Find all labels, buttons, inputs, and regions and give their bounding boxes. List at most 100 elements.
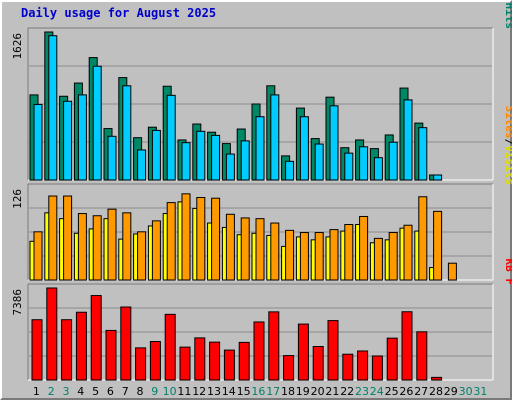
visits-sites-sites-bar [433, 210, 443, 281]
kbytes-kb-f-bar [120, 306, 132, 381]
x-tick-label: 14 [222, 385, 236, 398]
x-tick-label: 13 [207, 385, 221, 398]
kbytes-kb-f-bar [105, 329, 117, 381]
hits-files-files-bar [388, 141, 398, 181]
kbytes-kb-f-bar [75, 311, 87, 381]
hits-files-files-bar [107, 135, 117, 181]
kbytes-kb-f-bar [149, 341, 161, 381]
hits-files-files-bar [433, 174, 443, 181]
hits-files-files-bar [270, 94, 280, 181]
x-tick-label: 22 [340, 385, 354, 398]
visits-sites-sites-bar [299, 232, 309, 281]
x-tick-label: 6 [107, 385, 114, 398]
visits-sites-sites-bar [181, 193, 191, 281]
visits-sites-sites-bar [314, 232, 324, 281]
x-tick-label: 20 [311, 385, 325, 398]
hits-files-legend-entry: Hits [503, 3, 512, 30]
kbytes-kb-f-bar [431, 376, 443, 381]
kbytes-kb-f-bar [46, 287, 58, 381]
kbytes-kb-f-bar [209, 341, 221, 381]
x-tick-label: 8 [137, 385, 144, 398]
kbytes-kb-f-bar [342, 353, 354, 381]
visits-sites-legend-entry: Visits [503, 145, 512, 185]
hits-files-files-bar [240, 140, 250, 181]
visits-sites-sites-bar [373, 237, 383, 281]
hits-files-files-bar [48, 35, 58, 181]
hits-files-files-bar [196, 130, 206, 181]
kbytes-kb-f-bar [371, 355, 383, 381]
kbytes-kb-f-bar [164, 313, 176, 381]
visits-sites-sites-bar [359, 215, 369, 281]
hits-files-files-bar [418, 127, 428, 181]
x-tick-label: 15 [237, 385, 251, 398]
x-tick-label: 29 [444, 385, 458, 398]
kbytes-kb-f-bar [90, 295, 102, 381]
kbytes-kb-f-bar [386, 337, 398, 381]
x-tick-label: 30 [459, 385, 473, 398]
visits-sites-sites-bar [388, 232, 398, 281]
visits-sites-sites-bar [225, 213, 235, 281]
hits-files-files-bar [373, 157, 383, 181]
visits-sites-legend-entry: Sites [503, 106, 512, 139]
x-tick-label: 26 [399, 385, 413, 398]
visits-sites-legend-entry: / [503, 139, 512, 146]
visits-sites-sites-bar [211, 197, 221, 281]
kbytes-kb-f-bar [253, 321, 265, 381]
kbytes-kb-f-bar [268, 311, 280, 381]
visits-sites-sites-bar [48, 195, 58, 281]
kbytes-legend-entry: KB F [503, 259, 512, 286]
x-tick-label: 2 [48, 385, 55, 398]
kbytes-legend: KB F [503, 259, 512, 286]
hits-files-files-bar [314, 143, 324, 181]
visits-sites-sites-bar [63, 195, 73, 281]
visits-sites-sites-bar [447, 262, 457, 281]
x-tick-label: 21 [325, 385, 339, 398]
x-tick-label: 23 [355, 385, 369, 398]
x-tick-label: 10 [163, 385, 177, 398]
visits-sites-sites-bar [418, 196, 428, 281]
x-tick-label: 19 [296, 385, 310, 398]
hits-files-files-bar [63, 100, 73, 181]
kbytes-kb-f-bar [238, 341, 250, 381]
hits-files-files-bar [299, 116, 309, 181]
visits-sites-sites-bar [255, 218, 265, 281]
kbytes-kb-f-bar [312, 345, 324, 381]
visits-sites-sites-bar [196, 196, 206, 281]
hits-files-files-bar [359, 146, 369, 181]
hits-files-files-bar [403, 99, 413, 181]
x-tick-label: 5 [92, 385, 99, 398]
hits-files-files-bar [329, 105, 339, 181]
kbytes-kb-f-bar [357, 350, 369, 381]
x-tick-label: 7 [122, 385, 129, 398]
visits-sites-sites-bar [137, 231, 147, 281]
hits-files-files-bar [225, 153, 235, 181]
kbytes-kb-f-bar [223, 349, 235, 381]
kbytes-ymax-label: 7386 [11, 289, 24, 316]
hits-files-files-bar [285, 160, 295, 181]
hits-files-files-bar [151, 129, 161, 181]
visits-sites-sites-bar [77, 213, 87, 281]
x-tick-label: 31 [473, 385, 487, 398]
x-tick-label: 16 [251, 385, 265, 398]
x-tick-label: 1 [33, 385, 40, 398]
hits-files-files-bar [344, 152, 354, 181]
x-tick-label: 4 [77, 385, 84, 398]
visits-sites-sites-bar [151, 220, 161, 281]
x-tick-label: 27 [414, 385, 428, 398]
x-tick-label: 18 [281, 385, 295, 398]
hits-files-legend-entry: / [503, 2, 512, 3]
kbytes-kb-f-bar [31, 319, 43, 381]
visits-sites-sites-bar [166, 202, 176, 281]
chart-title: Daily usage for August 2025 [21, 6, 216, 20]
hits-files-files-bar [137, 149, 147, 181]
visits-sites-sites-bar [270, 222, 280, 281]
x-tick-label: 24 [370, 385, 384, 398]
visits-sites-sites-bar [92, 215, 102, 281]
visits-sites-sites-bar [403, 224, 413, 281]
visits-sites-ymax-label: 126 [11, 189, 24, 209]
hits-files-files-bar [166, 94, 176, 181]
x-tick-label: 28 [429, 385, 443, 398]
kbytes-kb-f-bar [179, 346, 191, 381]
